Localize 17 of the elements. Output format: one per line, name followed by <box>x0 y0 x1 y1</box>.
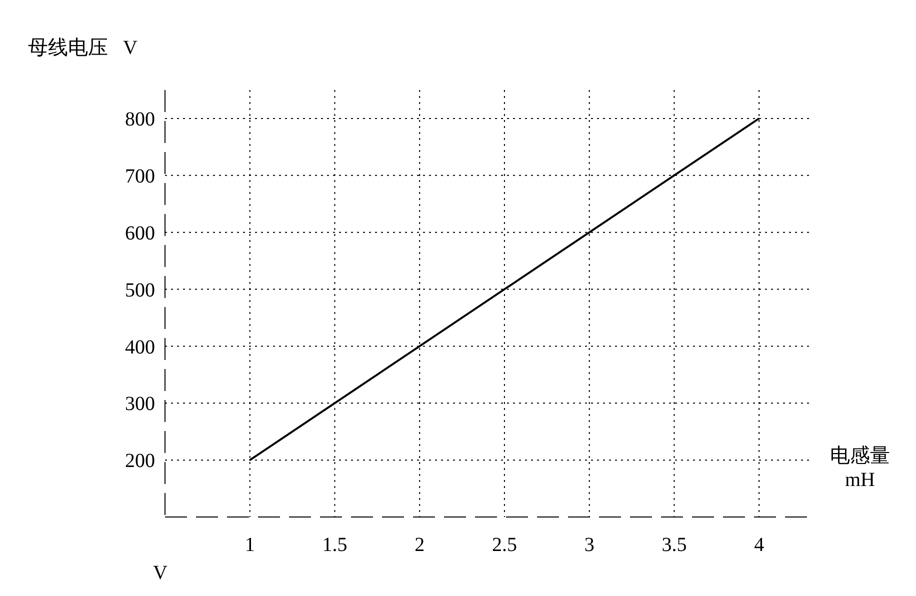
y-tick-label: 200 <box>125 450 155 472</box>
x-tick-label: 4 <box>754 534 764 556</box>
x-tick-label: 3 <box>584 534 594 556</box>
y-tick-label: 300 <box>125 393 155 416</box>
x-tick-label: 2.5 <box>492 534 517 556</box>
x-tick-label: 1 <box>244 534 255 556</box>
y-axis-title: 母线电压 V <box>28 36 138 61</box>
y-tick-label: 400 <box>125 336 155 358</box>
x-tick-label: 1.5 <box>322 534 348 556</box>
y-tick-label: 800 <box>125 108 155 131</box>
y-tick-label: 500 <box>125 279 155 302</box>
x-axis-title: 电感量 mH <box>830 444 890 492</box>
x-tick-label: 2 <box>414 534 425 556</box>
y-tick-label: 700 <box>125 166 155 188</box>
text: V <box>153 562 168 585</box>
y-tick-label: 600 <box>125 222 155 244</box>
x-tick-label: 3.5 <box>662 534 687 556</box>
